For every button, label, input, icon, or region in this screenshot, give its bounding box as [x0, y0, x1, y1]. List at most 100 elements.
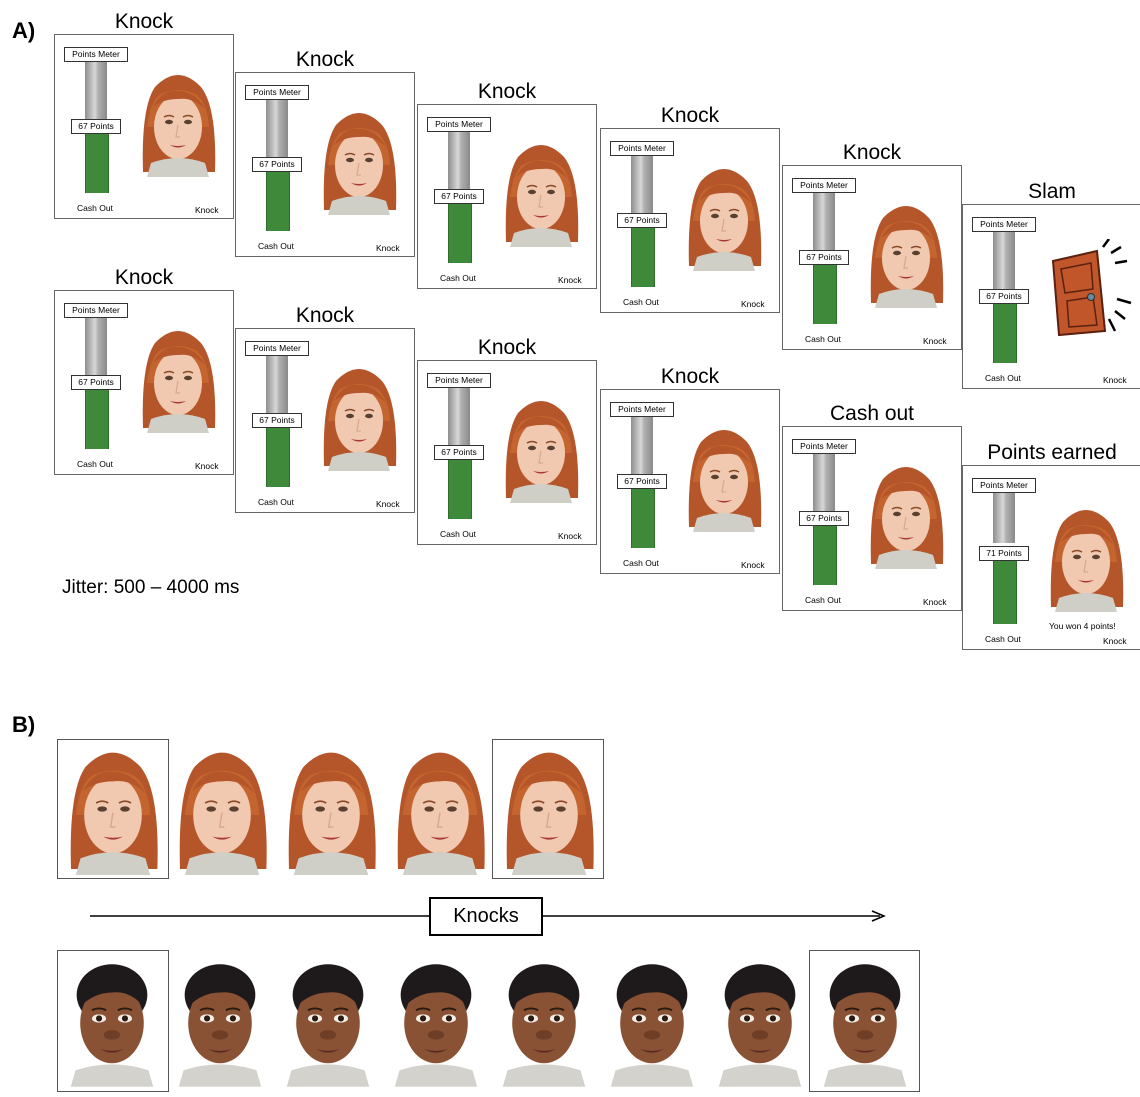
- face-morph-images: [69, 963, 908, 1088]
- meter-empty-bar: [631, 156, 653, 216]
- face-image: [133, 323, 223, 433]
- meter-fill-bar: [993, 303, 1017, 363]
- meter-empty-bar: [85, 62, 107, 122]
- trial-screen: Knock Points Meter 67 Points Cash Out Kn…: [417, 80, 597, 289]
- face-image: [861, 459, 951, 569]
- face-image: [133, 67, 223, 177]
- screen-title: Knock: [477, 336, 537, 359]
- points-meter-label: Points Meter: [792, 439, 856, 454]
- meter-empty-bar: [448, 388, 470, 448]
- points-meter-label: Points Meter: [972, 217, 1036, 232]
- points-meter-label: Points Meter: [64, 303, 128, 318]
- cash-out-label: Cash Out: [623, 297, 659, 307]
- screen-frame: Points Meter 67 Points Cash Out Knock: [235, 328, 415, 513]
- screen-frame: Points Meter 67 Points Cash Out Knock: [782, 426, 962, 611]
- cash-out-label: Cash Out: [77, 459, 113, 469]
- panel-a-label: A): [12, 18, 36, 43]
- points-value: 67 Points: [979, 289, 1029, 304]
- meter-fill-bar: [266, 427, 290, 487]
- knock-label: Knock: [923, 336, 947, 346]
- jitter-note: Jitter: 500 – 4000 ms: [62, 577, 240, 598]
- knock-label: Knock: [1103, 375, 1127, 385]
- knock-label: Knock: [195, 205, 219, 215]
- points-value: 71 Points: [979, 546, 1029, 561]
- trial-screen: Knock Points Meter 67 Points Cash Out Kn…: [235, 304, 415, 513]
- points-value: 67 Points: [71, 119, 121, 134]
- meter-fill-bar: [85, 133, 109, 193]
- meter-empty-bar: [85, 318, 107, 378]
- screen-frame: Points Meter 67 Points Cash Out Knock: [600, 389, 780, 574]
- screen-title: Knock: [114, 10, 174, 33]
- points-meter-label: Points Meter: [610, 402, 674, 417]
- trial-screen: Knock Points Meter 67 Points Cash Out Kn…: [235, 48, 415, 257]
- knock-label: Knock: [923, 597, 947, 607]
- screen-title: Cash out: [829, 402, 915, 425]
- screen-title: Knock: [842, 141, 902, 164]
- knock-label: Knock: [558, 531, 582, 541]
- screen-title: Knock: [114, 266, 174, 289]
- cash-out-label: Cash Out: [805, 334, 841, 344]
- last-face-frame: [492, 739, 604, 879]
- points-meter-label: Points Meter: [792, 178, 856, 193]
- screen-frame: Points Meter 67 Points Cash Out Knock: [782, 165, 962, 350]
- points-value: 67 Points: [434, 445, 484, 460]
- face-image: [861, 198, 951, 308]
- meter-fill-bar: [813, 264, 837, 324]
- points-earned-screen: Points earned Points Meter 71 Points You…: [962, 441, 1140, 650]
- knock-label: Knock: [741, 299, 765, 309]
- cash-out-screen: Cash out Points Meter 67 Points Cash Out…: [782, 402, 962, 611]
- points-value: 67 Points: [799, 511, 849, 526]
- points-meter-label: Points Meter: [245, 85, 309, 100]
- points-value: 67 Points: [799, 250, 849, 265]
- meter-fill-bar: [631, 488, 655, 548]
- knocks-label: Knocks: [429, 897, 543, 936]
- meter-empty-bar: [448, 132, 470, 192]
- meter-fill-bar: [266, 171, 290, 231]
- meter-fill-bar: [448, 459, 472, 519]
- knock-label: Knock: [558, 275, 582, 285]
- first-face-frame: [57, 739, 169, 879]
- knock-label: Knock: [195, 461, 219, 471]
- screen-frame: Points Meter 67 Points Cash Out Knock: [600, 128, 780, 313]
- screen-frame: Points Meter 71 Points You won 4 points!…: [962, 465, 1140, 650]
- meter-fill-bar: [631, 227, 655, 287]
- points-value: 67 Points: [252, 413, 302, 428]
- screen-title: Points earned: [987, 441, 1117, 464]
- face-image: [1041, 502, 1131, 612]
- cash-out-label: Cash Out: [77, 203, 113, 213]
- meter-empty-bar: [266, 356, 288, 416]
- screen-frame: Points Meter 67 Points Cash Out Knock: [417, 104, 597, 289]
- slam-screen: Slam Points Meter 67 Points Cash Out Kno…: [962, 180, 1140, 389]
- face-image: [314, 105, 404, 215]
- face-image: [679, 422, 769, 532]
- points-value: 67 Points: [434, 189, 484, 204]
- cash-out-label: Cash Out: [440, 273, 476, 283]
- cash-out-label: Cash Out: [440, 529, 476, 539]
- screen-frame: Points Meter 67 Points Cash Out Knock: [962, 204, 1140, 389]
- panel-b-label: B): [12, 712, 36, 737]
- points-meter-label: Points Meter: [972, 478, 1036, 493]
- meter-fill-bar: [85, 389, 109, 449]
- screen-title: Knock: [660, 104, 720, 127]
- knock-label: Knock: [1103, 636, 1127, 646]
- points-value: 67 Points: [617, 474, 667, 489]
- trial-screen: Knock Points Meter 67 Points Cash Out Kn…: [54, 10, 234, 219]
- knock-label: Knock: [376, 499, 400, 509]
- face-morph-strip-2: [57, 950, 920, 1092]
- screen-title: Knock: [477, 80, 537, 103]
- knock-label: Knock: [741, 560, 765, 570]
- cash-out-label: Cash Out: [258, 497, 294, 507]
- points-value: 67 Points: [617, 213, 667, 228]
- points-meter-label: Points Meter: [427, 117, 491, 132]
- cash-out-label: Cash Out: [985, 373, 1021, 383]
- screen-frame: Points Meter 67 Points Cash Out Knock: [235, 72, 415, 257]
- won-message: You won 4 points!: [1049, 621, 1116, 631]
- cash-out-label: Cash Out: [623, 558, 659, 568]
- screen-title: Knock: [660, 365, 720, 388]
- face-image: [314, 361, 404, 471]
- meter-empty-bar: [266, 100, 288, 160]
- screen-frame: Points Meter 67 Points Cash Out Knock: [54, 290, 234, 475]
- points-meter-label: Points Meter: [245, 341, 309, 356]
- points-meter-label: Points Meter: [427, 373, 491, 388]
- trial-screen: Knock Points Meter 67 Points Cash Out Kn…: [600, 365, 780, 574]
